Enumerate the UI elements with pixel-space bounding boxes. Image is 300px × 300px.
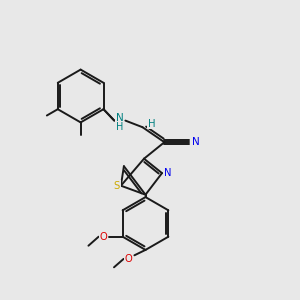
Text: S: S	[114, 181, 120, 191]
Text: H: H	[116, 122, 123, 132]
Text: N: N	[192, 137, 200, 147]
Text: N: N	[164, 168, 171, 178]
Text: N: N	[116, 113, 123, 123]
Text: H: H	[148, 118, 155, 129]
Text: O: O	[124, 254, 132, 264]
Text: O: O	[100, 232, 107, 242]
